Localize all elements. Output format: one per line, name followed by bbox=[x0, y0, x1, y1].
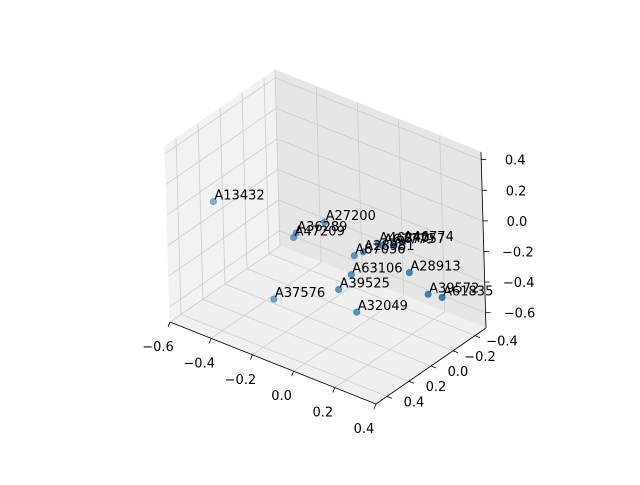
x-tick-label: 0.2 bbox=[312, 406, 333, 421]
y-tick-label: 0.2 bbox=[426, 380, 447, 395]
z-tick-label: −0.2 bbox=[502, 245, 534, 260]
x-tick-mark bbox=[291, 371, 294, 377]
data-point bbox=[270, 295, 278, 303]
x-tick-label: −0.4 bbox=[183, 356, 215, 371]
grid-line-z bbox=[164, 77, 482, 161]
x-tick-label: −0.2 bbox=[225, 373, 257, 388]
x-tick-mark bbox=[250, 354, 253, 360]
data-point bbox=[438, 293, 446, 301]
grid-line-x bbox=[169, 69, 281, 323]
grid-line-z bbox=[166, 138, 484, 222]
grid-line-y bbox=[241, 92, 454, 352]
data-point bbox=[335, 285, 343, 293]
point-label: A67779 bbox=[384, 233, 434, 248]
z-tick-label: −0.6 bbox=[504, 307, 536, 322]
data-point bbox=[399, 239, 407, 247]
data-point bbox=[379, 242, 387, 250]
grid-line-y bbox=[263, 77, 476, 336]
y-tick-label: −0.2 bbox=[464, 350, 496, 365]
point-label: A28981 bbox=[364, 239, 414, 254]
z-tick-label: −0.4 bbox=[503, 276, 535, 291]
z-tick-label: 0.4 bbox=[505, 154, 526, 169]
y-tick-mark bbox=[474, 335, 481, 338]
data-points bbox=[209, 198, 446, 316]
y-tick-mark bbox=[452, 350, 459, 354]
grid-line-x bbox=[252, 102, 363, 356]
grid-line-z bbox=[168, 199, 485, 283]
x-tick-label: 0.4 bbox=[354, 422, 375, 437]
x-axis-line bbox=[169, 321, 377, 405]
point-label: A67757 bbox=[395, 232, 445, 247]
point-label: A37576 bbox=[275, 286, 325, 301]
data-point bbox=[405, 269, 413, 277]
y-tick-label: −0.4 bbox=[486, 335, 518, 350]
point-label: A63106 bbox=[352, 262, 402, 277]
grid-line-z bbox=[165, 107, 483, 191]
grid-line-y bbox=[219, 107, 432, 367]
x-tick-mark bbox=[373, 403, 377, 410]
point-label: A39525 bbox=[340, 277, 390, 292]
point-label: A32049 bbox=[358, 299, 408, 314]
point-label: A28913 bbox=[410, 260, 460, 275]
point-label: A27200 bbox=[326, 209, 376, 224]
point-label: A47209 bbox=[295, 225, 345, 240]
y-tick-label: 0.4 bbox=[404, 395, 425, 410]
data-point bbox=[347, 271, 355, 279]
x-tick-mark bbox=[332, 387, 336, 393]
grid-line-x bbox=[334, 135, 446, 388]
data-point bbox=[424, 290, 432, 298]
data-point bbox=[290, 234, 298, 242]
z-tick-label: 0.0 bbox=[507, 215, 528, 230]
y-tick-mark bbox=[386, 396, 393, 399]
data-point bbox=[390, 241, 398, 249]
grid-line-z bbox=[167, 169, 484, 252]
grid-line-y bbox=[197, 123, 410, 382]
tick-labels: −0.6−0.4−0.20.00.20.4−0.4−0.20.00.20.4−0… bbox=[142, 154, 535, 437]
grid-line-y bbox=[175, 138, 388, 397]
x-tick-label: 0.0 bbox=[271, 389, 292, 404]
x-tick-mark bbox=[167, 321, 171, 328]
data-point bbox=[350, 252, 358, 260]
data-point bbox=[353, 308, 361, 316]
grid-line-x bbox=[210, 86, 322, 339]
point-label: A39572 bbox=[429, 281, 479, 296]
x-tick-mark bbox=[208, 338, 212, 344]
point-label: A61835 bbox=[443, 285, 493, 300]
data-point bbox=[359, 248, 367, 256]
y-tick-mark bbox=[430, 365, 437, 369]
point-label: A46774 bbox=[404, 230, 454, 245]
point-label: A46240 bbox=[379, 231, 429, 246]
grid-line-z bbox=[169, 230, 486, 314]
y-tick-label: 0.0 bbox=[448, 365, 469, 380]
data-point bbox=[209, 198, 217, 206]
point-label: A13432 bbox=[214, 189, 264, 204]
z-axis-line bbox=[480, 151, 487, 329]
z-tick-label: 0.2 bbox=[506, 184, 527, 199]
x-tick-label: −0.6 bbox=[142, 340, 174, 355]
point-label: A36289 bbox=[297, 220, 347, 235]
grid-line-x bbox=[293, 119, 405, 372]
data-point bbox=[321, 218, 329, 226]
point-label: A87056 bbox=[355, 243, 405, 258]
y-tick-mark bbox=[408, 380, 415, 384]
